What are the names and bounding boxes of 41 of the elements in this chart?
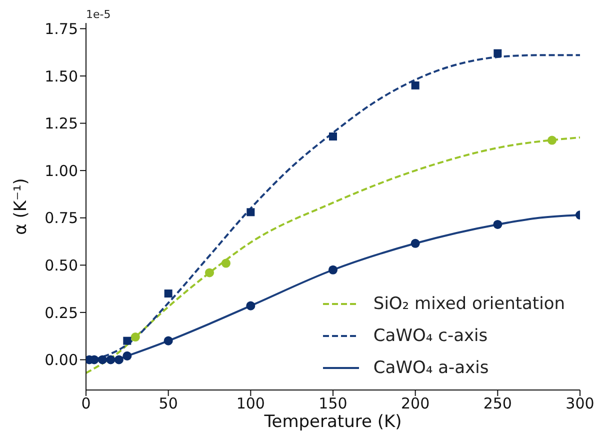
x-tick-label: 150	[318, 394, 348, 413]
point	[329, 132, 337, 141]
legend-label: SiO₂ mixed orientation	[373, 293, 565, 316]
point	[204, 268, 214, 278]
y-tick-label: 0.75	[44, 209, 78, 228]
point	[122, 351, 132, 360]
x-tick-label: 100	[236, 394, 265, 413]
y-axis-title: α (K⁻¹)	[11, 178, 32, 235]
text: 1e-5	[86, 8, 111, 21]
x-tick-label: 250	[483, 394, 512, 413]
point	[547, 136, 557, 145]
point	[493, 220, 502, 229]
point	[130, 332, 140, 342]
y-tick-label: 0.25	[44, 304, 78, 322]
x-tick-label: 0	[81, 394, 91, 413]
x-tick-label: 50	[158, 394, 178, 413]
point	[164, 336, 173, 346]
y-tick-label: 1.25	[44, 114, 78, 133]
y-tick-label: 0.00	[44, 351, 78, 370]
line-series	[86, 136, 580, 374]
point	[410, 238, 420, 248]
point	[246, 208, 255, 216]
y-tick-label: 1.00	[44, 162, 78, 180]
x-axis-title: Temperature (K)	[263, 412, 403, 432]
point	[246, 301, 256, 310]
y-tick-label: 0.50	[44, 256, 78, 274]
point	[494, 49, 502, 58]
point	[411, 81, 420, 90]
x-tick-label: 200	[401, 394, 430, 413]
x-tick-label: 300	[566, 394, 594, 413]
point	[328, 265, 338, 274]
legend-label: CaWO₄ a-axis	[373, 357, 489, 380]
legend-label: CaWO₄ c-axis	[373, 325, 488, 348]
point	[106, 355, 116, 364]
y-tick-label: 1.75	[44, 20, 78, 38]
point	[221, 258, 230, 268]
point	[123, 336, 132, 345]
point	[114, 355, 124, 364]
y-tick-label: 1.50	[44, 67, 78, 86]
point	[98, 355, 107, 364]
point	[164, 290, 172, 298]
